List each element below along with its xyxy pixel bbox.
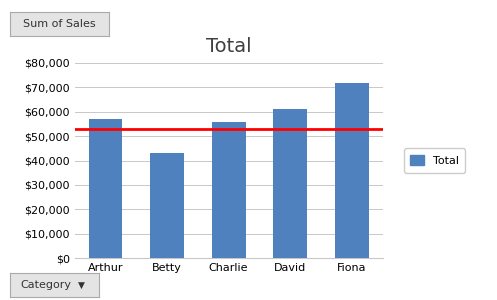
Bar <box>212 122 246 258</box>
Title: Total: Total <box>206 37 251 56</box>
Text: Sum of Sales: Sum of Sales <box>23 19 96 29</box>
Bar <box>335 82 369 258</box>
Bar <box>273 109 307 258</box>
Bar <box>88 119 122 258</box>
Bar <box>150 153 184 258</box>
Text: ▼: ▼ <box>78 280 85 290</box>
Legend: Total: Total <box>404 148 465 172</box>
Text: Category: Category <box>20 280 71 290</box>
